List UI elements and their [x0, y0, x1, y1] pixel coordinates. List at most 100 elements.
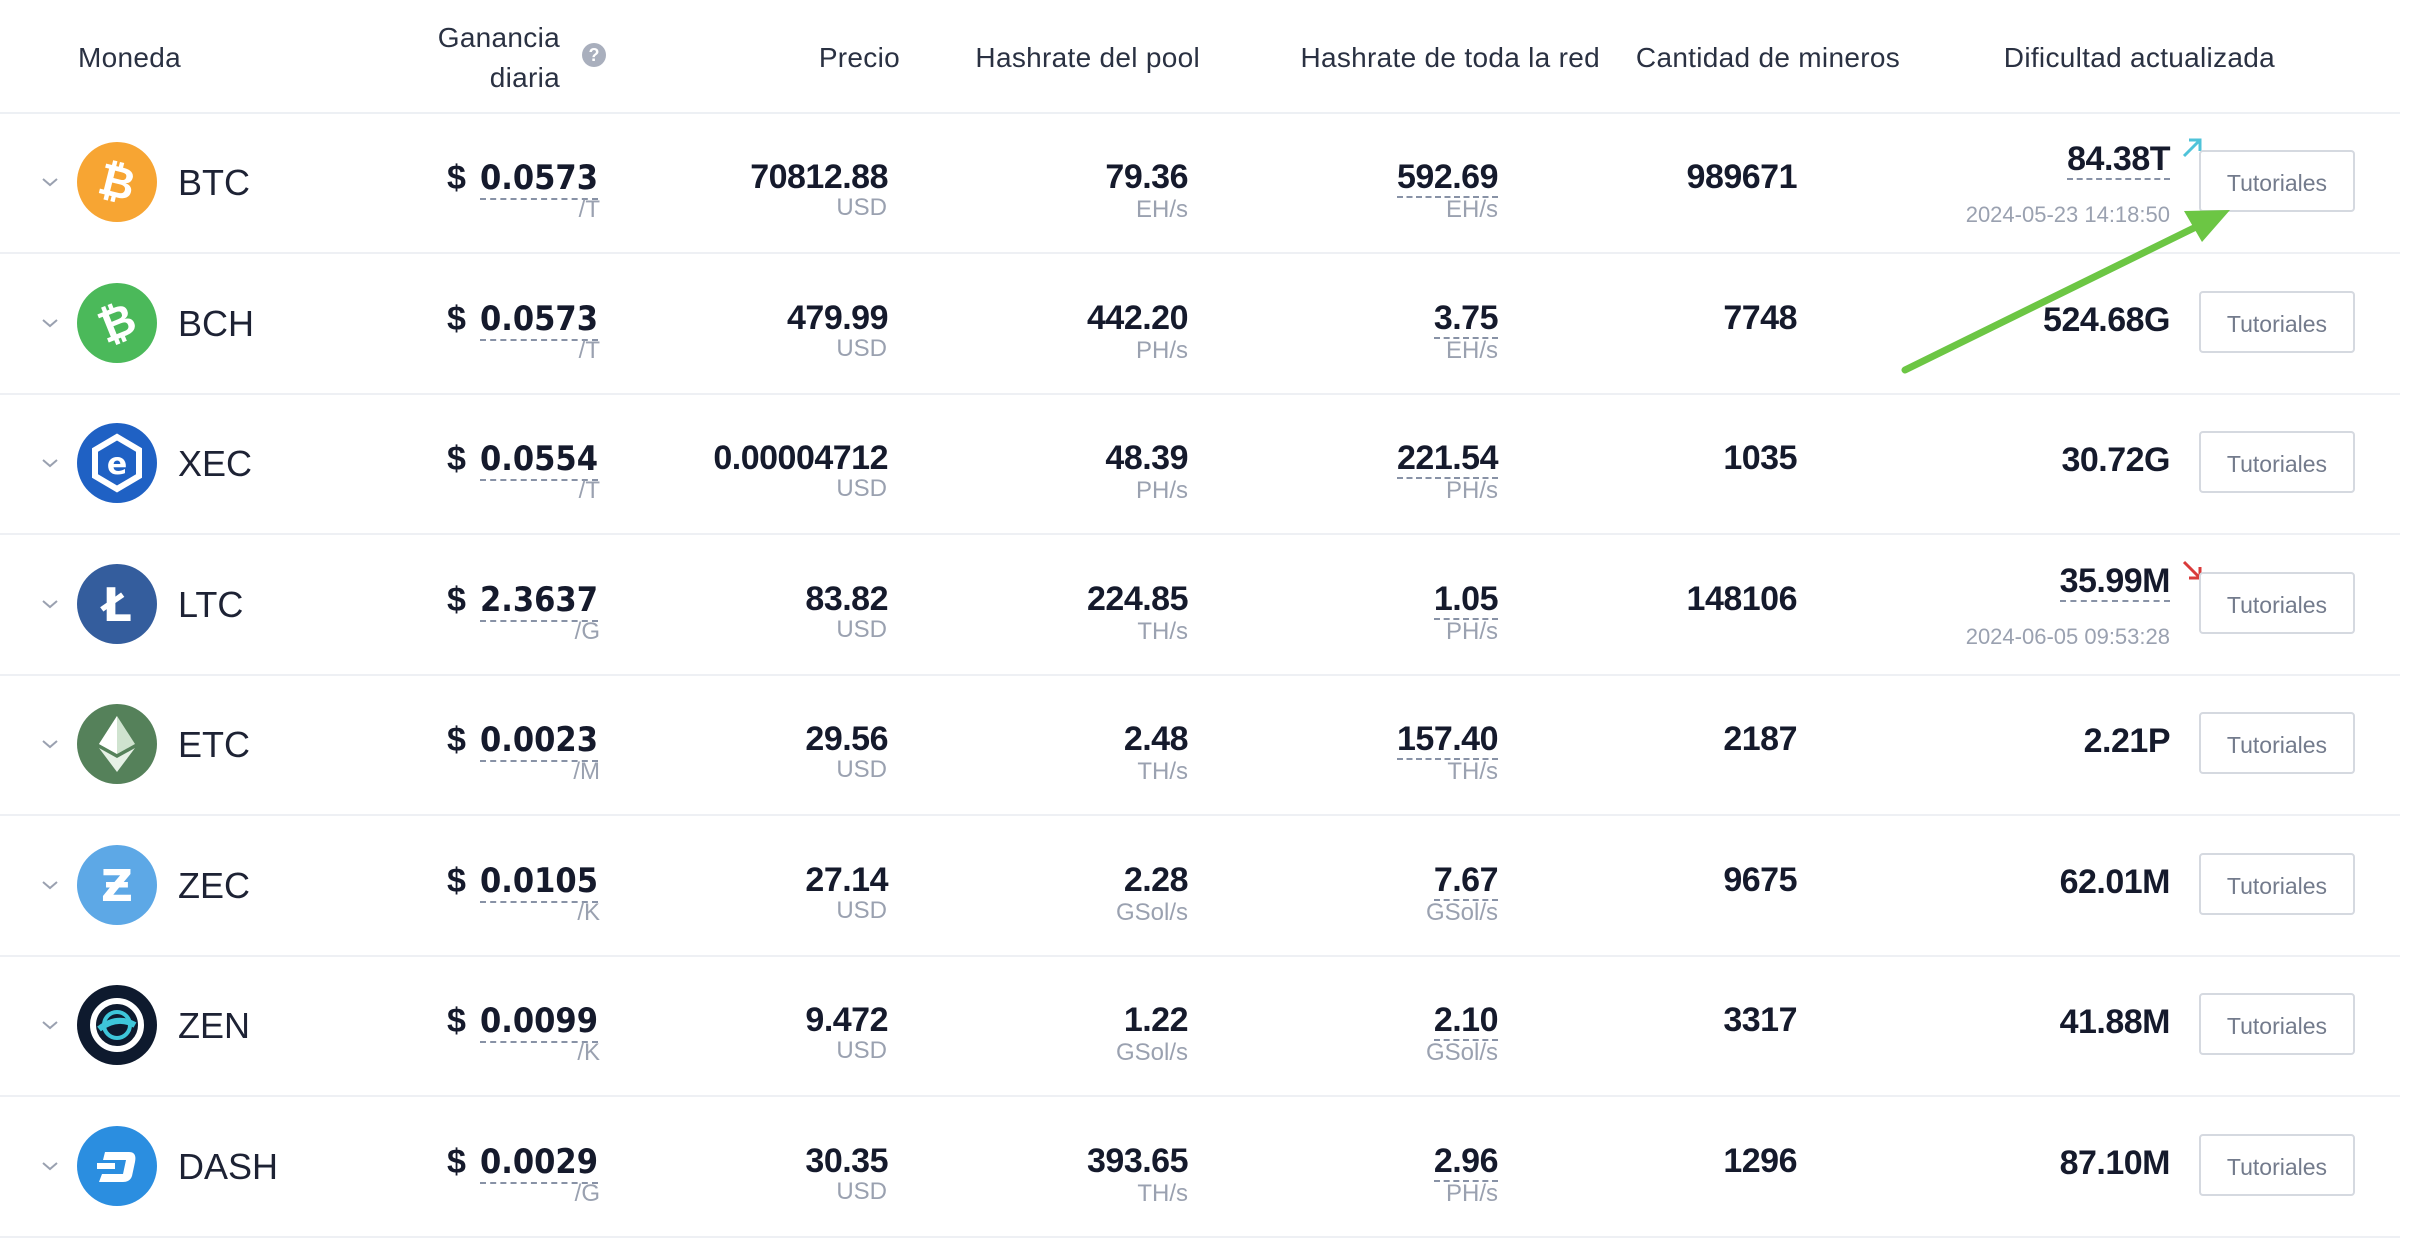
chevron-down-icon[interactable]	[38, 873, 62, 897]
bitcoin-cash-icon: ₿	[77, 282, 157, 363]
profit-currency: $	[447, 580, 466, 619]
difficulty-value[interactable]: 35.99M	[2059, 561, 2171, 602]
price-value: 29.56	[805, 720, 888, 758]
profit-unit: /K	[577, 1039, 600, 1066]
table-row[interactable]: ₿ BCH $0.0573 /T 479.99 USD 442.20 PH/s …	[0, 253, 2400, 395]
litecoin-icon: Ł	[77, 563, 157, 644]
header-profit-line1: Ganancia	[437, 22, 560, 53]
difficulty-value: 524.68G	[2043, 300, 2170, 339]
coin-name: BTC	[178, 162, 250, 203]
profit-unit: /G	[574, 617, 600, 645]
difficulty-value: 41.88M	[2059, 1003, 2171, 1041]
price-value: 70812.88	[750, 158, 888, 196]
pool-hashrate-unit: PH/s	[1135, 477, 1188, 504]
header-difficulty: Dificultad actualizada	[2003, 42, 2275, 73]
chevron-down-icon[interactable]	[38, 592, 62, 616]
miners-count: 989671	[1686, 158, 1798, 196]
chevron-down-icon[interactable]	[38, 1154, 62, 1178]
price-value: 30.35	[805, 1141, 888, 1180]
bitcoin-icon: ₿	[77, 142, 157, 222]
table-row[interactable]: e XEC $0.0554 /T 0.00004712 USD 48.39 PH…	[0, 393, 2400, 535]
daily-profit[interactable]: $0.0099	[447, 1001, 598, 1043]
tutorials-button[interactable]: Tutoriales	[2199, 431, 2355, 493]
pool-hashrate-unit: EH/s	[1135, 196, 1188, 223]
pool-hashrate-value: 48.39	[1105, 439, 1188, 477]
table-header: Moneda Ganancia diaria ? Precio Hashrate…	[0, 0, 2400, 114]
daily-profit[interactable]: $0.0029	[447, 1141, 598, 1184]
network-hashrate-unit: GSol/s	[1425, 1039, 1498, 1066]
profit-value: 0.0554	[479, 439, 598, 481]
chevron-down-icon[interactable]	[38, 311, 62, 335]
tutorials-button[interactable]: Tutoriales	[2199, 290, 2355, 353]
profit-currency: $	[447, 1142, 466, 1181]
difficulty-value: 2.21P	[2083, 722, 2171, 760]
daily-profit[interactable]: $0.0573	[447, 158, 598, 200]
difficulty-value[interactable]: 84.38T	[2067, 140, 2170, 180]
table-row[interactable]: DASH $0.0029 /G 30.35 USD 393.65 TH/s 2.…	[0, 1096, 2400, 1238]
network-hashrate-unit: EH/s	[1445, 336, 1498, 364]
profit-value: 0.0023	[479, 720, 598, 762]
table-row[interactable]: Ƶ ZEC $0.0105 /K 27.14 USD 2.28 GSol/s 7…	[0, 815, 2400, 957]
chevron-down-icon[interactable]	[38, 732, 62, 756]
header-pool-hashrate: Hashrate del pool	[975, 42, 1200, 73]
miners-count: 3317	[1723, 1001, 1797, 1039]
tutorials-button[interactable]: Tutoriales	[2199, 150, 2355, 212]
pool-hashrate-unit: PH/s	[1135, 336, 1188, 364]
network-hashrate-value[interactable]: 1.05	[1433, 579, 1499, 620]
price-unit: USD	[836, 475, 887, 502]
tutorials-button[interactable]: Tutoriales	[2199, 852, 2355, 915]
tutorials-button[interactable]: Tutoriales	[2199, 993, 2355, 1055]
profit-currency: $	[447, 299, 466, 338]
daily-profit[interactable]: $0.0573	[447, 298, 598, 341]
price-unit: USD	[836, 1177, 887, 1205]
miners-count: 2187	[1723, 720, 1797, 758]
profit-unit: /K	[577, 898, 600, 926]
question-circle-icon[interactable]: ?	[582, 43, 606, 67]
svg-text:Ƶ: Ƶ	[101, 861, 133, 912]
daily-profit[interactable]: $0.0105	[447, 860, 598, 903]
miners-count: 7748	[1723, 298, 1797, 337]
profit-unit: /G	[574, 1179, 600, 1207]
network-hashrate-value[interactable]: 592.69	[1397, 158, 1499, 198]
miners-count: 1296	[1723, 1141, 1797, 1180]
difficulty-updated-time: 2024-06-05 09:53:28	[1965, 623, 2170, 649]
coin-name: BCH	[178, 302, 255, 344]
table-row[interactable]: Ł LTC $2.3637 /G 83.82 USD 224.85 TH/s 1…	[0, 534, 2400, 676]
network-hashrate-value[interactable]: 7.67	[1433, 860, 1499, 901]
network-hashrate-value[interactable]: 221.54	[1397, 439, 1499, 479]
network-hashrate-value[interactable]: 157.40	[1397, 720, 1499, 760]
daily-profit[interactable]: $2.3637	[447, 579, 598, 622]
network-hashrate-value[interactable]: 2.96	[1433, 1141, 1499, 1182]
network-hashrate-unit: PH/s	[1445, 1179, 1498, 1207]
daily-profit[interactable]: $0.0554	[447, 439, 598, 481]
network-hashrate-unit: PH/s	[1445, 477, 1498, 504]
table-row[interactable]: ₿ BTC $0.0573 /T 70812.88 USD 79.36 EH/s…	[0, 112, 2400, 254]
network-hashrate-unit: GSol/s	[1425, 898, 1498, 926]
tutorials-button[interactable]: Tutoriales	[2199, 571, 2355, 634]
tutorials-button[interactable]: Tutoriales	[2199, 712, 2355, 774]
network-hashrate-unit: TH/s	[1447, 758, 1498, 785]
network-hashrate-unit: PH/s	[1445, 617, 1498, 645]
pool-hashrate-unit: TH/s	[1137, 617, 1188, 645]
chevron-down-icon[interactable]	[38, 451, 62, 475]
header-coin: Moneda	[78, 42, 181, 73]
zcash-icon: Ƶ	[77, 844, 157, 925]
pool-hashrate-value: 393.65	[1087, 1141, 1189, 1180]
pool-hashrate-value: 224.85	[1087, 579, 1189, 618]
tutorials-button[interactable]: Tutoriales	[2199, 1133, 2355, 1196]
network-hashrate-value[interactable]: 2.10	[1433, 1001, 1499, 1041]
profit-value: 0.0573	[479, 298, 598, 341]
pool-hashrate-value: 2.28	[1123, 860, 1189, 899]
daily-profit[interactable]: $0.0023	[447, 720, 598, 762]
profit-value: 0.0573	[479, 158, 598, 200]
chevron-down-icon[interactable]	[38, 1013, 62, 1037]
table-row[interactable]: ETC $0.0023 /M 29.56 USD 2.48 TH/s 157.4…	[0, 674, 2400, 816]
pool-hashrate-unit: GSol/s	[1115, 898, 1188, 926]
profit-value: 0.0029	[479, 1141, 598, 1184]
table-row[interactable]: ZEN $0.0099 /K 9.472 USD 1.22 GSol/s 2.1…	[0, 955, 2400, 1097]
price-unit: USD	[836, 334, 887, 362]
price-unit: USD	[836, 896, 887, 924]
network-hashrate-value[interactable]: 3.75	[1433, 298, 1499, 339]
chevron-down-icon[interactable]	[38, 170, 62, 194]
profit-value: 2.3637	[479, 579, 598, 622]
